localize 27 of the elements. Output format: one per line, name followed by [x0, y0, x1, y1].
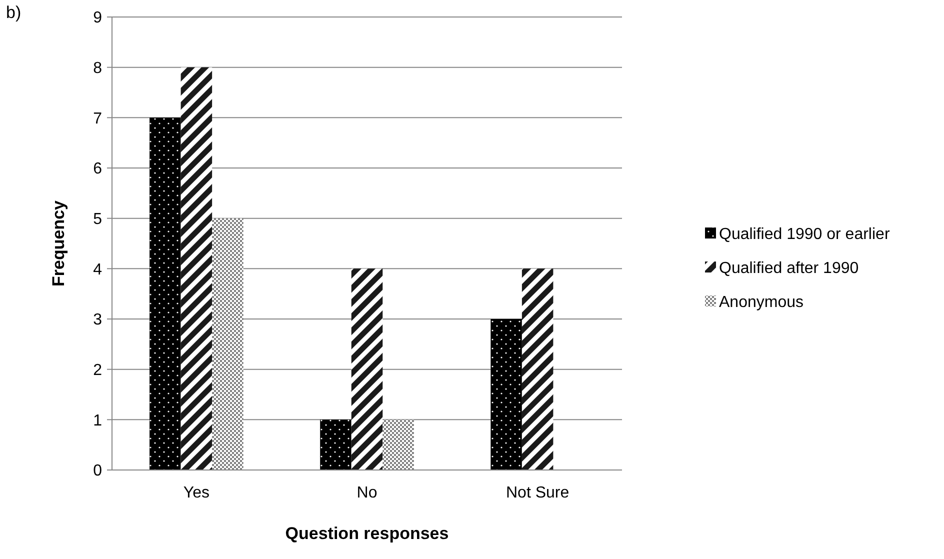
- x-tick-label: No: [356, 484, 378, 502]
- y-tick-label: 5: [93, 210, 102, 228]
- bar: [382, 420, 414, 470]
- bar: [490, 319, 522, 470]
- y-tick-label: 4: [93, 261, 102, 278]
- text: b): [6, 3, 22, 22]
- y-tick-label: 2: [93, 362, 102, 379]
- legend-label: Anonymous: [719, 294, 804, 312]
- bar: [320, 420, 352, 470]
- legend-label: Qualified 1990 or earlier: [719, 226, 890, 244]
- y-tick-label: 6: [93, 160, 102, 178]
- y-tick-label: 9: [93, 10, 102, 27]
- y-axis-title: Frequency: [49, 200, 68, 286]
- bar: [522, 268, 554, 470]
- bar: [212, 218, 244, 470]
- y-tick-label: 0: [93, 462, 102, 480]
- x-tick-label: Yes: [183, 484, 210, 502]
- x-tick-label: Not Sure: [506, 484, 570, 502]
- y-tick-label: 3: [93, 312, 102, 329]
- y-tick-label: 1: [93, 412, 102, 430]
- bar: [351, 268, 383, 470]
- legend-label: Qualified after 1990: [719, 260, 859, 278]
- bar: [180, 67, 212, 470]
- x-axis-title: Question responses: [285, 524, 449, 543]
- bar: [150, 118, 181, 470]
- y-tick-label: 7: [93, 110, 102, 128]
- y-tick-label: 8: [93, 60, 102, 77]
